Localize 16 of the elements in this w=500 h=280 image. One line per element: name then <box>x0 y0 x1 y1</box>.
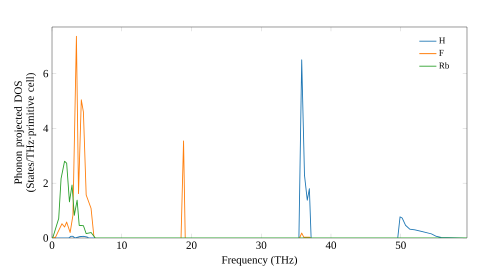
y-tick-label: 4 <box>43 124 48 132</box>
x-tick-label: 50 <box>396 242 406 249</box>
legend-label: H <box>439 38 446 44</box>
y-tick-label: 6 <box>43 70 48 78</box>
x-tick-label: 20 <box>186 242 197 249</box>
x-tick-label: 0 <box>50 242 54 249</box>
y-tick-label: 2 <box>43 180 48 187</box>
x-axis-title: Frequency (THz) <box>222 256 298 266</box>
x-tick-label: 10 <box>117 242 127 249</box>
legend-label: F <box>439 50 444 56</box>
legend-label: Rb <box>439 62 450 69</box>
x-tick-label: 40 <box>326 242 336 249</box>
y-axis-title: Phonon projected DOS (States/THz·primitive cell) <box>14 73 36 192</box>
x-tick-label: 30 <box>256 242 266 249</box>
y-tick-label: 0 <box>43 234 48 242</box>
line-series <box>52 160 467 238</box>
